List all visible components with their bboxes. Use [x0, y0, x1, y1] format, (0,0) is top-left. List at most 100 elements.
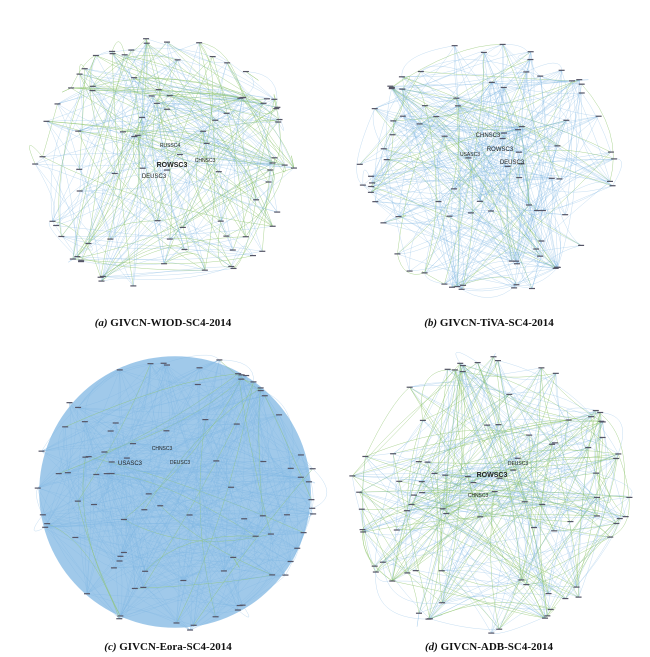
node [554, 266, 561, 268]
edge [498, 424, 527, 585]
edge [421, 394, 510, 482]
edge [120, 609, 191, 631]
node [187, 629, 194, 631]
edge [166, 42, 206, 271]
node [186, 514, 193, 516]
edge [150, 363, 314, 515]
node [160, 362, 167, 364]
edge [441, 444, 553, 603]
edge [516, 129, 528, 264]
edge [598, 412, 626, 517]
edge [456, 97, 558, 147]
edge [100, 181, 269, 278]
edge [542, 181, 613, 211]
edge [504, 127, 519, 134]
edge [262, 499, 312, 523]
edge [112, 53, 181, 155]
edge [392, 125, 558, 147]
node [607, 536, 614, 538]
edge [41, 387, 261, 452]
node [261, 395, 268, 397]
edge [223, 548, 234, 571]
node [148, 95, 155, 97]
node [85, 456, 92, 458]
edge [397, 213, 566, 255]
node [110, 567, 117, 569]
edge [418, 363, 461, 614]
edge [86, 468, 313, 594]
edge [93, 430, 117, 505]
edge [123, 454, 302, 520]
edge [78, 128, 180, 155]
node [513, 260, 520, 262]
edge [424, 272, 464, 286]
edge [189, 514, 288, 631]
edge [169, 95, 190, 228]
edge [160, 359, 220, 506]
node [506, 393, 513, 395]
edge [242, 508, 313, 606]
node [417, 70, 424, 73]
edge [41, 450, 298, 549]
edge [92, 86, 280, 121]
node [215, 171, 222, 173]
edge [518, 120, 567, 153]
edge [119, 556, 130, 619]
caption-title: GIVCN-WIOD-SC4-2014 [110, 317, 232, 329]
node [446, 215, 453, 217]
edge [61, 236, 246, 250]
caption-label: (c) [104, 641, 116, 653]
edge [521, 149, 615, 164]
node [394, 253, 401, 255]
node [181, 248, 188, 251]
edge [518, 51, 535, 178]
edge [411, 367, 542, 505]
edge [77, 407, 161, 506]
edge [401, 45, 455, 77]
edge [126, 364, 168, 459]
edge [110, 135, 140, 240]
edge [374, 51, 531, 109]
edge [198, 42, 257, 200]
edge [37, 482, 79, 502]
edge [411, 369, 456, 505]
node [534, 209, 541, 212]
edge [442, 508, 546, 619]
node [547, 608, 554, 611]
edge [402, 89, 439, 202]
edge [37, 374, 242, 489]
edge [442, 508, 546, 619]
edge [113, 565, 286, 576]
edge [429, 424, 499, 619]
edge [57, 42, 200, 105]
node [368, 185, 375, 188]
edge [230, 245, 254, 267]
edge [78, 59, 178, 170]
edge [163, 363, 298, 549]
edge [104, 451, 161, 506]
node [552, 372, 559, 374]
node [593, 472, 600, 474]
edge [566, 410, 569, 421]
edge [352, 424, 499, 477]
edge [101, 131, 204, 282]
node-label: CHNSC3 [152, 446, 173, 452]
edge [160, 95, 181, 155]
node [92, 54, 99, 57]
edge [150, 363, 198, 386]
edge [595, 472, 611, 503]
edge [77, 363, 151, 502]
edge [92, 55, 178, 87]
edge [216, 446, 264, 462]
node-label: RUSSC4 [160, 143, 181, 149]
node [565, 419, 572, 421]
edge [166, 384, 198, 431]
edge [374, 108, 522, 131]
node [573, 586, 580, 588]
edge [371, 123, 420, 184]
edge [477, 362, 522, 581]
edge [75, 395, 265, 538]
edge [88, 54, 125, 244]
edge [444, 472, 500, 479]
edge [421, 492, 549, 594]
